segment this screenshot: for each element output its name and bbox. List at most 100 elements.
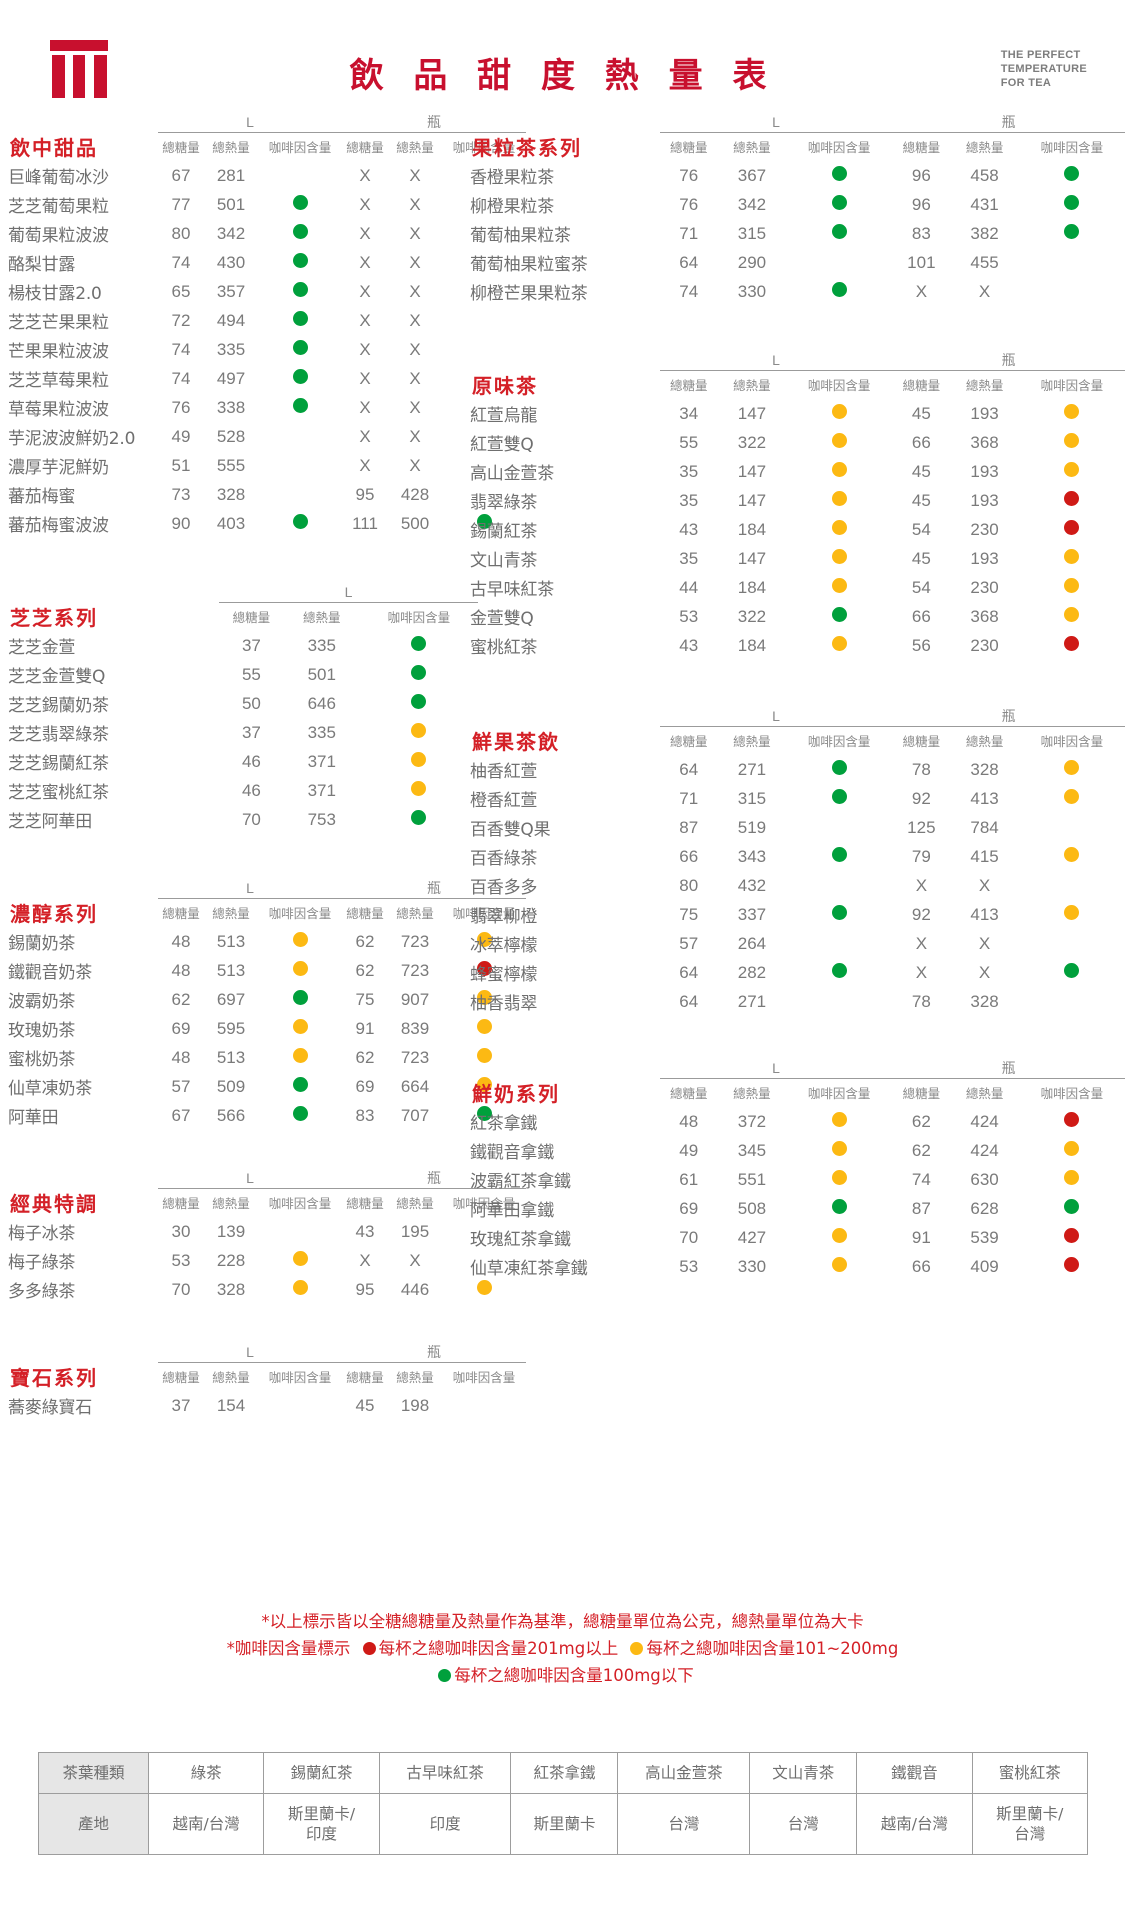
caffeine-yellow-dot-icon [1064, 1140, 1080, 1156]
table-row: 葡萄柚果粒茶 71 315 83 382 [470, 219, 1125, 248]
drink-name: 阿華田拿鐵 [470, 1201, 554, 1221]
bottle-caffeine-indicator [442, 509, 526, 538]
bottle-sugar-value: X [359, 194, 371, 214]
caffeine-yellow-dot-icon [292, 1250, 308, 1266]
caffeine-green-dot-icon [292, 397, 308, 413]
caffeine-green-dot-icon [1064, 1198, 1080, 1214]
caffeine-green-dot-icon [292, 513, 308, 529]
col-l-caffeine: 咖啡因含量 [268, 140, 332, 156]
caffeine-green-dot-icon [292, 281, 308, 297]
legend-red-dot-icon [362, 1642, 376, 1655]
bottle-calorie-value: X [409, 368, 421, 388]
l-caffeine-indicator [786, 486, 892, 515]
size-label-l: L [158, 112, 343, 133]
bottle-calorie-value: 628 [970, 1198, 999, 1218]
bottle-sugar-value: X [359, 310, 371, 330]
l-calorie-value: 335 [216, 339, 246, 359]
l-caffeine-indicator [786, 1194, 892, 1223]
bottle-calorie-value: 500 [400, 513, 430, 533]
l-caffeine-indicator [786, 1136, 892, 1165]
l-sugar-value: 37 [171, 1395, 191, 1415]
bottle-calorie-value: 328 [970, 759, 999, 779]
caffeine-yellow-dot-icon [831, 432, 847, 448]
l-calorie-value: 753 [307, 809, 336, 829]
l-calorie-value: 342 [216, 223, 246, 243]
tea-origin-table: 茶葉種類 綠茶 錫蘭紅茶 古早味紅茶 紅茶拿鐵 高山金萱茶 文山青茶 鐵觀音 蜜桃紅茶 產地 越南/… [38, 1752, 1089, 1855]
bottle-caffeine-indicator [1019, 784, 1125, 813]
col-bottle-sugar: 總糖量 [902, 734, 941, 750]
l-calorie-value: 330 [737, 1256, 767, 1276]
l-sugar-value: 57 [679, 933, 699, 953]
l-sugar-value: 73 [171, 484, 191, 504]
bottle-caffeine-indicator [442, 927, 526, 956]
l-sugar-value: 76 [171, 397, 191, 417]
col-bottle-calorie: 總熱量 [965, 1086, 1004, 1102]
l-caffeine-indicator [786, 1223, 892, 1252]
caffeine-green-dot-icon [831, 223, 847, 239]
table-row: 巨峰葡萄冰沙 67 281 X X [8, 161, 526, 190]
bottle-sugar-value: 62 [911, 1140, 931, 1160]
caffeine-none-dot-icon [293, 456, 308, 471]
table-row: 蕎麥綠寶石 37 154 45 198 [8, 1391, 526, 1420]
size-label-l: L [659, 706, 893, 727]
caffeine-none-dot-icon [1064, 876, 1079, 891]
bottle-calorie-value: 198 [400, 1395, 430, 1415]
section-gap [8, 838, 478, 878]
caffeine-red-dot-icon [1064, 1111, 1080, 1127]
section-title-yin-zhong-tian-pin: 飲中甜品 [10, 136, 98, 160]
bottle-calorie-value: 723 [400, 1047, 430, 1067]
l-caffeine-indicator [786, 871, 892, 900]
l-calorie-value: 430 [216, 252, 246, 272]
table-row: 紅萱雙Q 55 322 66 368 [470, 428, 1125, 457]
section-wrap-guo-li-cha: L 瓶果粒茶系列 總糖量 總熱量 咖啡因含量 總糖量 總熱量 咖啡因含量 香橙果粒茶 76 367 9… [470, 112, 1125, 306]
col-bottle-sugar: 總糖量 [902, 140, 941, 156]
table-row: 芝芝金萱 37 335 [8, 631, 478, 660]
l-caffeine-indicator [258, 927, 342, 956]
caffeine-yellow-dot-icon [476, 989, 492, 1005]
l-caffeine-indicator [258, 335, 342, 364]
caffeine-none-dot-icon [832, 992, 847, 1007]
l-sugar-value: 64 [679, 991, 699, 1011]
l-caffeine-indicator [258, 219, 342, 248]
col-bottle-sugar: 總糖量 [346, 1196, 384, 1212]
l-caffeine-indicator [360, 660, 478, 689]
l-sugar-value: 74 [171, 252, 191, 272]
l-sugar-value: 53 [679, 606, 699, 626]
section-gap [8, 1308, 478, 1342]
bottle-calorie-value: 446 [400, 1279, 430, 1299]
l-calorie-value: 139 [216, 1221, 246, 1241]
bottle-sugar-value: 45 [911, 403, 931, 423]
l-sugar-value: 55 [679, 432, 699, 452]
l-calorie-value: 528 [216, 426, 246, 446]
l-sugar-value: 74 [679, 281, 699, 301]
caffeine-none-dot-icon [293, 485, 308, 500]
l-sugar-value: 49 [171, 426, 191, 446]
col-l-calorie: 總熱量 [212, 906, 250, 922]
col-l-caffeine: 咖啡因含量 [268, 1370, 332, 1386]
section-gap [470, 310, 1125, 350]
l-caffeine-indicator [786, 929, 892, 958]
l-sugar-value: 67 [171, 1105, 191, 1125]
l-caffeine-indicator [786, 813, 892, 842]
caffeine-green-dot-icon [831, 1198, 847, 1214]
section-yin-zhong-tian-pin: L 瓶飲中甜品 總糖量 總熱量 咖啡因含量 總糖量 總熱量 咖啡因含量 巨峰葡萄冰沙 67 281 X… [8, 112, 527, 538]
table-row: 柳橙果粒茶 76 342 96 431 [470, 190, 1125, 219]
bottle-sugar-value: 43 [355, 1221, 375, 1241]
caffeine-green-dot-icon [1064, 223, 1080, 239]
bottle-calorie-value: 368 [970, 606, 999, 626]
l-caffeine-indicator [258, 1014, 342, 1043]
section-guo-li-cha: L 瓶果粒茶系列 總糖量 總熱量 咖啡因含量 總糖量 總熱量 咖啡因含量 香橙果粒茶 76 367 9… [470, 112, 1125, 306]
bottle-sugar-value: 66 [911, 606, 931, 626]
l-caffeine-indicator [786, 1252, 892, 1281]
bottle-sugar-value: X [915, 875, 928, 895]
tea-origin-cell: 越南/台灣 [147, 1793, 265, 1855]
caffeine-yellow-dot-icon [831, 1140, 847, 1156]
col-l-caffeine: 咖啡因含量 [807, 140, 871, 156]
bottle-caffeine-indicator [1019, 842, 1125, 871]
caffeine-none-dot-icon [293, 427, 308, 442]
l-sugar-value: 48 [171, 1047, 191, 1067]
bottle-sugar-value: X [359, 165, 371, 185]
col-bottle-calorie: 總熱量 [396, 1196, 434, 1212]
l-sugar-value: 66 [679, 846, 699, 866]
